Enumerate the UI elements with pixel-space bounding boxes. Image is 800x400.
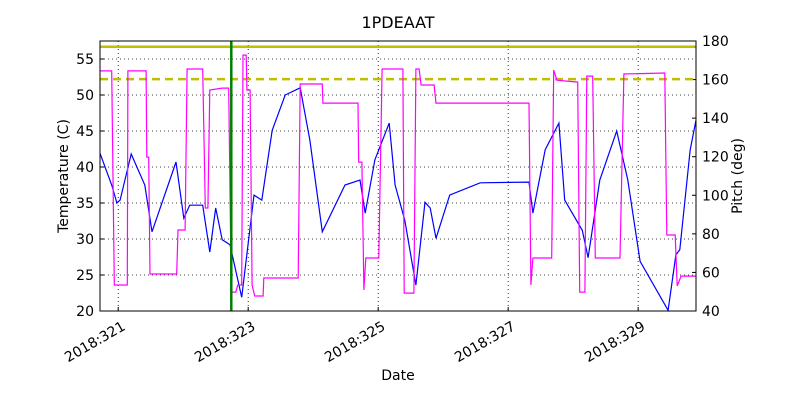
y2-tick-label: 120 <box>702 150 729 166</box>
chart-title: 1PDEAAT <box>361 13 434 32</box>
y-tick-label: 35 <box>76 196 94 212</box>
y2-axis-label: Pitch (deg) <box>730 138 746 214</box>
y-tick-label: 55 <box>76 52 94 68</box>
x-tick-label: 2018:323 <box>192 319 258 366</box>
y-tick-label: 50 <box>76 88 94 104</box>
y-tick-label: 20 <box>76 304 94 320</box>
data-line <box>100 54 696 297</box>
y-tick-label: 40 <box>76 160 94 176</box>
y2-tick-label: 80 <box>702 227 720 243</box>
x-tick-label: 2018:321 <box>62 319 128 366</box>
y-tick-label: 25 <box>76 268 94 284</box>
y-tick-label: 30 <box>76 232 94 248</box>
x-tick-label: 2018:325 <box>322 319 388 366</box>
y2-tick-label: 180 <box>702 34 729 50</box>
y2-tick-label: 100 <box>702 188 729 204</box>
data-line <box>99 86 697 313</box>
plot-frame <box>99 40 697 312</box>
x-tick-label: 2018:327 <box>452 319 518 366</box>
y2-tick-label: 40 <box>702 304 720 320</box>
y2-tick-label: 160 <box>702 73 729 89</box>
y2-tick-label: 140 <box>702 111 729 127</box>
y2-tick-label: 60 <box>702 265 720 281</box>
x-axis-label: Date <box>381 368 414 384</box>
y-tick-label: 45 <box>76 124 94 140</box>
y-axis-label: Temperature (C) <box>56 119 72 234</box>
x-tick-label: 2018:329 <box>582 319 648 366</box>
